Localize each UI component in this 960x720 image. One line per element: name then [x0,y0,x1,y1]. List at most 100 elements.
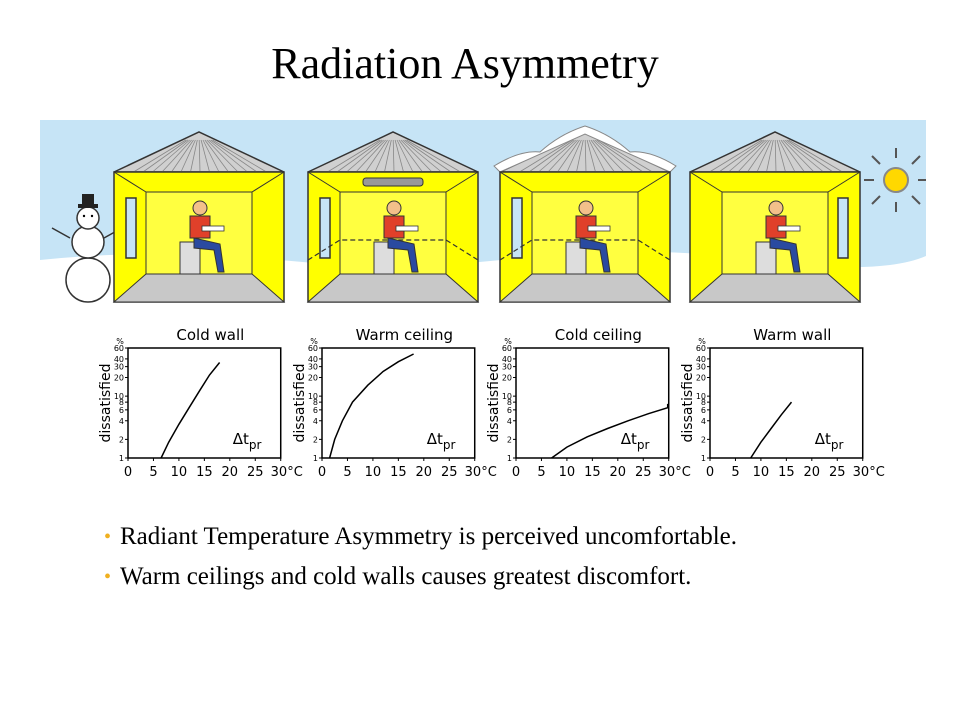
snow-roof [493,125,677,173]
x-tick-label: 5 [731,465,739,480]
window [511,197,523,259]
bullet-marker-icon: • [104,566,112,588]
seated-person-icon [179,200,225,275]
y-tick-label: 1 [119,454,124,463]
x-tick-label: 5 [149,465,157,480]
x-tick-label: 0 [318,465,326,480]
x-tick-label: 20 [610,465,627,480]
snowman-icon [51,194,123,303]
chart-title: Cold ceiling [555,326,642,344]
y-tick-label: 1 [507,454,512,463]
y-tick-label: 30 [114,363,124,372]
bullet-item: • Warm ceilings and cold walls causes gr… [104,562,924,592]
plot-frame [709,347,864,459]
sun-icon [864,148,926,212]
y-axis-label: dissatisfied [486,364,502,443]
chart-title: Warm wall [753,326,831,344]
x-axis-label: Δtpr [621,430,650,452]
x-axis-label: Δtpr [427,430,456,452]
seated-person-icon [755,200,801,275]
x-tick-label: 30°C [465,465,497,480]
y-tick-label: 20 [114,374,124,383]
bullet-text: Warm ceilings and cold walls causes grea… [120,563,692,590]
x-tick-label: 25 [441,465,458,480]
dissatisfaction-curve [750,401,793,459]
y-axis-label: dissatisfied [98,364,114,443]
y-tick-label: 8 [701,398,706,407]
room-illustration [40,120,926,320]
y-tick-label: 40 [502,355,512,364]
bullet-text: Radiant Temperature Asymmetry is perceiv… [120,523,738,550]
y-tick-label: 40 [696,355,706,364]
x-tick-label: 15 [778,465,795,480]
y-tick-label: 4 [313,417,318,426]
window [319,197,331,259]
y-tick-label: 60 [308,344,318,353]
y-axis-label: dissatisfied [292,364,308,443]
x-tick-label: 15 [390,465,407,480]
bullet-marker-icon: • [104,526,112,548]
y-tick-label: 30 [696,363,706,372]
y-tick-label: 2 [119,435,124,444]
floor [112,273,286,303]
chart-2: Warm ceiling%124681020304060dissatisfied… [292,326,497,480]
y-tick-label: 10 [114,392,124,401]
bullet-item: • Radiant Temperature Asymmetry is perce… [104,522,924,552]
x-tick-label: 25 [635,465,652,480]
y-tick-label: 1 [701,454,706,463]
y-tick-label: 40 [308,355,318,364]
x-tick-label: 20 [416,465,433,480]
y-tick-label: 20 [308,374,318,383]
chart-title: Cold wall [176,326,244,344]
x-tick-label: 5 [537,465,545,480]
floor [306,273,480,303]
y-tick-label: 8 [507,398,512,407]
chart-3: Cold ceiling%124681020304060dissatisfied… [486,326,691,480]
y-tick-label: 10 [308,392,318,401]
y-tick-label: 6 [313,406,318,415]
y-tick-label: 8 [313,398,318,407]
x-tick-label: 25 [829,465,846,480]
x-tick-label: 0 [512,465,520,480]
x-tick-label: 25 [247,465,264,480]
window [837,197,849,259]
house-4 [688,131,862,303]
y-tick-label: 60 [696,344,706,353]
x-tick-label: 15 [196,465,213,480]
y-tick-label: 30 [502,363,512,372]
y-tick-label: 4 [507,417,512,426]
seated-person-icon [373,200,419,275]
y-tick-label: 4 [701,417,706,426]
chart-title: Warm ceiling [356,326,453,344]
house-3 [493,125,677,303]
y-tick-label: 10 [696,392,706,401]
y-tick-label: 30 [308,363,318,372]
dissatisfaction-curve [328,353,414,459]
ceiling-heater [362,177,424,187]
window [125,197,137,259]
x-tick-label: 30°C [659,465,691,480]
x-tick-label: 0 [706,465,714,480]
y-tick-label: 2 [701,435,706,444]
y-unit-label: % [310,337,318,346]
y-tick-label: 60 [502,344,512,353]
x-tick-label: 20 [222,465,239,480]
dissatisfaction-curve [551,403,669,459]
x-tick-label: 30°C [271,465,303,480]
seated-person-icon [565,200,611,275]
floor [498,273,672,303]
x-tick-label: 0 [124,465,132,480]
y-unit-label: % [504,337,512,346]
plot-frame [127,347,282,459]
house-2 [306,131,480,303]
x-tick-label: 10 [171,465,188,480]
y-tick-label: 8 [119,398,124,407]
y-axis-label: dissatisfied [680,364,696,443]
y-tick-label: 20 [696,374,706,383]
x-tick-label: 10 [559,465,576,480]
x-tick-label: 20 [804,465,821,480]
dissatisfaction-curve [160,362,221,459]
y-tick-label: 60 [114,344,124,353]
x-tick-label: 5 [343,465,351,480]
